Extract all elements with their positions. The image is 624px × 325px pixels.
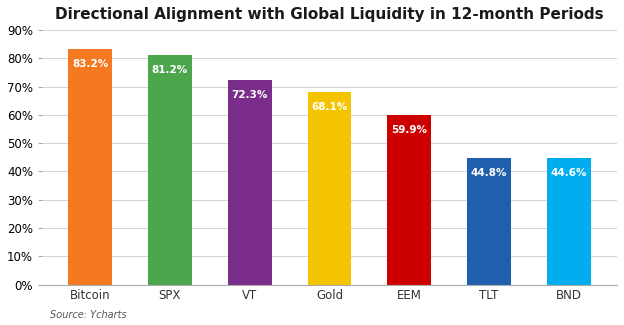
Text: 72.3%: 72.3% (232, 90, 268, 100)
Title: Directional Alignment with Global Liquidity in 12-month Periods: Directional Alignment with Global Liquid… (55, 7, 604, 22)
Text: 59.9%: 59.9% (391, 125, 427, 135)
Bar (68, 49, 112, 285)
Text: 44.6%: 44.6% (551, 168, 587, 178)
Bar (467, 158, 511, 285)
Bar (547, 159, 591, 285)
Bar (308, 92, 351, 285)
Text: Source: Ycharts: Source: Ycharts (50, 310, 127, 320)
Text: 68.1%: 68.1% (311, 102, 348, 112)
Text: 83.2%: 83.2% (72, 59, 108, 69)
Text: 81.2%: 81.2% (152, 65, 188, 75)
Bar (148, 55, 192, 285)
Text: 44.8%: 44.8% (471, 168, 507, 178)
Bar (388, 115, 431, 285)
Bar (228, 80, 271, 285)
